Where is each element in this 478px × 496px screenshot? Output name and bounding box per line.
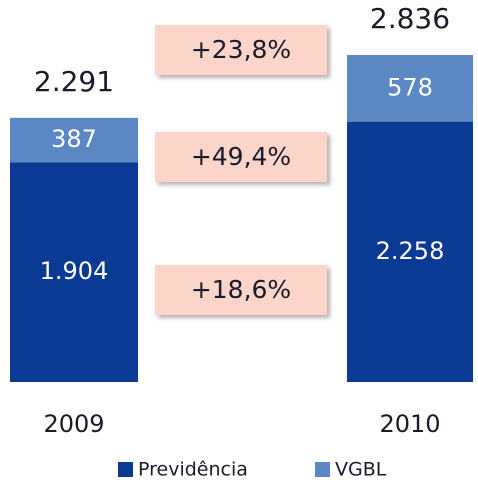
annotation-box [155,265,327,315]
annotation-box [155,132,327,182]
bar-segment [347,55,473,122]
bar-segment [10,117,138,163]
legend-label: Previdência [138,459,248,481]
value-label: 387 [51,125,97,153]
bar-segment [347,121,473,383]
annotation-box [155,25,327,75]
x-tick-label: 2010 [379,410,440,438]
annotation: +18,6% [191,275,291,304]
value-label: 1.904 [40,257,109,285]
annotation: +49,4% [191,142,291,171]
total-label: 2.836 [370,2,450,35]
value-label: 578 [387,73,433,101]
x-tick-label: 2009 [43,410,104,438]
bar-segment [10,162,138,382]
legend-swatch [315,462,330,477]
legend-label: VGBL [335,459,387,481]
annotation: +23,8% [191,35,291,64]
legend-swatch [118,462,133,477]
total-label: 2.291 [34,65,114,98]
annotations: +23,8% +49,4% +18,6% [155,25,327,315]
value-label: 2.258 [376,237,445,265]
